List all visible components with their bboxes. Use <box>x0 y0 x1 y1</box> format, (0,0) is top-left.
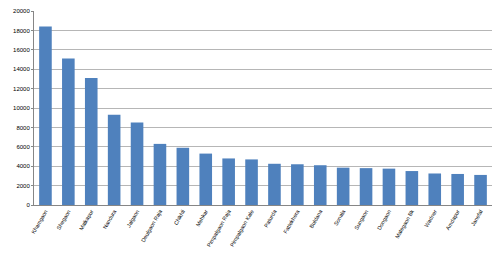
svg-text:16000: 16000 <box>13 47 30 53</box>
svg-text:Nandura: Nandura <box>102 208 118 230</box>
svg-text:Dongaon: Dongaon <box>376 209 392 231</box>
svg-text:Malegaon Bk: Malegaon Bk <box>394 209 415 240</box>
svg-text:Buldana: Buldana <box>308 208 324 229</box>
svg-text:Pimpalgaon Raja: Pimpalgaon Raja <box>206 208 233 248</box>
svg-text:Mehkar: Mehkar <box>195 209 209 228</box>
svg-text:Paturda: Paturda <box>263 208 278 228</box>
svg-text:Sonala: Sonala <box>333 208 347 227</box>
svg-text:Amdapur: Amdapur <box>445 209 461 231</box>
svg-text:14000: 14000 <box>13 66 30 72</box>
svg-text:2000: 2000 <box>16 183 30 189</box>
svg-text:10000: 10000 <box>13 105 30 111</box>
svg-text:Jalgaon: Jalgaon <box>125 209 140 229</box>
svg-text:12000: 12000 <box>13 86 30 92</box>
svg-text:Khamgaon: Khamgaon <box>30 209 49 235</box>
svg-text:20000: 20000 <box>13 8 30 14</box>
svg-text:Janefal: Janefal <box>470 209 484 227</box>
svg-text:Malkapur: Malkapur <box>78 209 95 232</box>
svg-text:Deulgaon Raja: Deulgaon Raja <box>140 208 164 243</box>
svg-text:18000: 18000 <box>13 28 30 34</box>
svg-text:6000: 6000 <box>16 144 30 150</box>
svg-text:Chikhli: Chikhli <box>173 209 186 226</box>
svg-text:Shegaon: Shegaon <box>55 209 71 231</box>
svg-text:8000: 8000 <box>16 125 30 131</box>
svg-text:Pimpalgaon Kale: Pimpalgaon Kale <box>229 209 255 248</box>
svg-text:4000: 4000 <box>16 163 30 169</box>
svg-text:Sungaon: Sungaon <box>353 209 369 231</box>
svg-text:Wadner: Wadner <box>423 209 438 229</box>
svg-text:Fattekhera: Fattekhera <box>282 208 301 235</box>
svg-text:0: 0 <box>26 202 30 208</box>
